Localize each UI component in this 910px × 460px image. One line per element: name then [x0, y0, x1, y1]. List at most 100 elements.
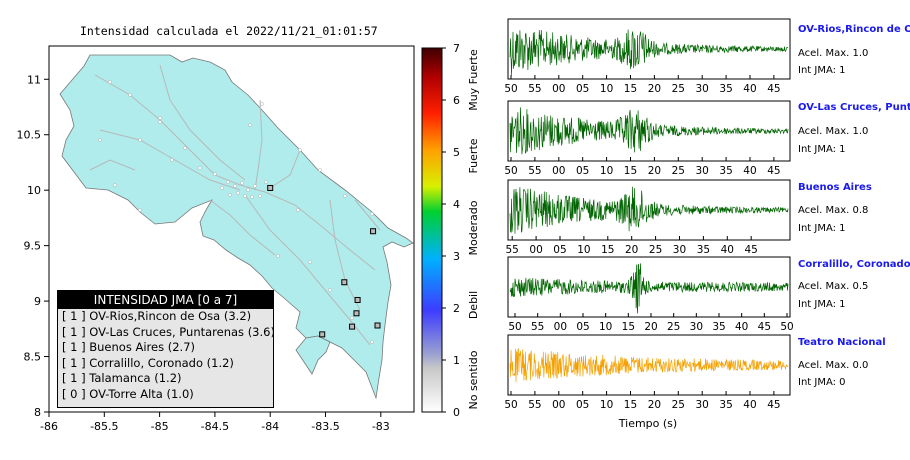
town-dot [246, 188, 250, 192]
town-dot [220, 186, 224, 190]
station-marker [349, 323, 356, 330]
town-dot [138, 138, 142, 142]
station-int: Int JMA: 0 [798, 377, 846, 388]
station-name: OV-Las Cruces, Puntarenas [798, 102, 910, 113]
town-dot [276, 254, 280, 258]
town-markers [98, 80, 374, 344]
colorbar-tick-label: 2 [453, 302, 460, 315]
station-marker [374, 322, 381, 329]
lon-tick-label: -84.5 [201, 420, 229, 433]
town-dot [158, 120, 162, 124]
town-dot [213, 172, 217, 176]
station-name: Buenos Aires [798, 182, 872, 193]
lat-tick-label: 10.5 [17, 129, 42, 142]
lon-tick-label: -84 [261, 420, 279, 433]
station-acel: Acel. Max. 0.5 [798, 281, 869, 292]
station-markers [267, 184, 381, 338]
town-dot [370, 212, 374, 216]
town-dot [260, 102, 264, 106]
lon-tick-label: -83.5 [311, 420, 339, 433]
road [209, 199, 276, 256]
colorbar-tick-label: 7 [453, 42, 460, 55]
town-dot [108, 80, 112, 84]
legend-row: [ 1 ] Corralillo, Coronado (1.2) [62, 355, 234, 370]
colorbar-tick-label: 6 [453, 94, 460, 107]
town-dot [350, 316, 354, 320]
station-name: OV-Rios,Rincon de Osa [798, 24, 910, 35]
town-dot [243, 194, 247, 198]
legend-row: [ 1 ] Buenos Aires (2.7) [62, 340, 196, 354]
road [159, 64, 246, 181]
colorbar-class-label: No sentido [467, 350, 480, 409]
town-dot [158, 116, 162, 120]
road [99, 129, 241, 191]
colorbar-class-label: Moderado [467, 200, 480, 255]
lat-tick-label: 11 [27, 73, 41, 86]
legend-row: [ 1 ] OV-Las Cruces, Puntarenas (3.6) [62, 324, 275, 339]
legend-row: [ 1 ] OV-Rios,Rincon de Osa (3.2) [62, 309, 252, 323]
lat-tick-label: 8.5 [24, 351, 42, 364]
legend-row: [ 1 ] Talamanca (1.2) [62, 371, 182, 385]
town-dot [343, 194, 347, 198]
town-dot [296, 208, 300, 212]
town-dot [253, 184, 257, 188]
colorbar-class-label: Fuerte [467, 138, 480, 173]
longitude-axis: -86 -85.5 -85 -84.5 -84 -83.5 -83 [40, 412, 390, 433]
station-acel: Acel. Max. 1.0 [798, 126, 869, 137]
town-dot [264, 180, 268, 184]
map-title: Intensidad calculada el 2022/11/21_01:01… [80, 24, 378, 38]
town-dot [250, 195, 254, 199]
station-int: Int JMA: 1 [798, 223, 846, 234]
lat-tick-label: 9 [34, 295, 41, 308]
station-marker [354, 296, 361, 303]
town-dot [258, 194, 262, 198]
road [254, 99, 263, 191]
town-dot [233, 184, 237, 188]
town-dot [113, 183, 117, 187]
town-dot [183, 146, 187, 150]
colorbar-tick-label: 3 [453, 250, 460, 263]
road [94, 74, 376, 271]
station-acel: Acel. Max. 1.0 [798, 48, 869, 59]
colorbar-class-label: Muy Fuerte [467, 49, 480, 111]
town-dot [328, 288, 332, 292]
road [269, 149, 301, 189]
station-marker [341, 279, 348, 286]
colorbar-tick-label: 5 [453, 146, 460, 159]
town-dot [228, 193, 232, 197]
station-name: Corralillo, Coronado [798, 259, 910, 270]
latitude-axis: 11 10.5 10 9.5 9 8.5 8 [17, 73, 49, 419]
lon-tick-label: -85.5 [90, 420, 118, 433]
town-dot [170, 158, 174, 162]
town-dot [318, 168, 322, 172]
legend-header: INTENSIDAD JMA [0 a 7] [58, 291, 273, 309]
osa-peninsula [295, 335, 331, 375]
colorbar-tick-label: 4 [453, 198, 460, 211]
station-marker [319, 331, 326, 338]
station-marker [353, 310, 360, 317]
town-dot [226, 180, 230, 184]
town-dot [248, 123, 252, 127]
colorbar-tick-label: 1 [453, 354, 460, 367]
colorbar-class-label: Debil [467, 291, 480, 319]
town-dot [308, 260, 312, 264]
town-dot [240, 181, 244, 185]
road [329, 199, 361, 311]
town-dot [128, 93, 132, 97]
station-marker [370, 228, 377, 235]
town-dot [298, 148, 302, 152]
station-acel: Acel. Max. 0.0 [798, 360, 869, 371]
lat-tick-label: 8 [34, 406, 41, 419]
town-dot [236, 191, 240, 195]
lon-tick-label: -83 [372, 420, 390, 433]
road [89, 159, 136, 171]
lon-tick-label: -86 [40, 420, 58, 433]
road [354, 199, 381, 231]
town-dot [370, 340, 374, 344]
station-int: Int JMA: 1 [798, 144, 846, 155]
colorbar-gradient [421, 47, 443, 413]
town-dot [138, 208, 142, 212]
town-dot [98, 138, 102, 142]
lat-tick-label: 10 [27, 184, 41, 197]
